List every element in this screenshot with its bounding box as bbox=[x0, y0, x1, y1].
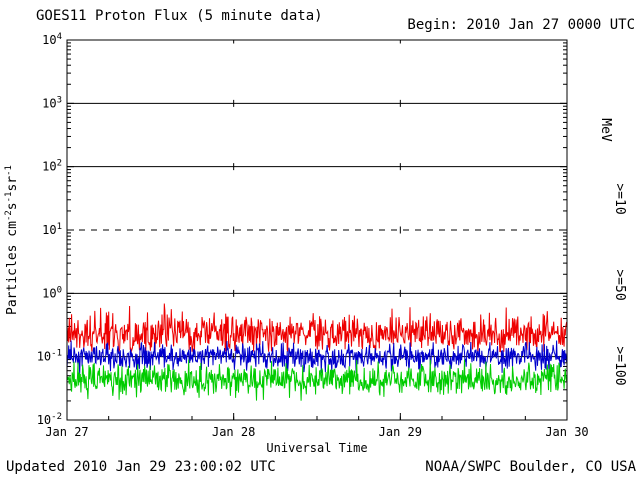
y-tick-label: 101 bbox=[42, 222, 62, 237]
x-axis-label: Universal Time bbox=[266, 441, 367, 455]
x-tick-label: Jan 28 bbox=[212, 425, 255, 439]
right-axis-label-100: >=100 bbox=[612, 346, 627, 385]
y-tick-label: 10-1 bbox=[37, 349, 62, 364]
y-axis-label: Particles cm-2s-1sr-1 bbox=[4, 165, 20, 315]
series-line->=10 bbox=[66, 303, 568, 354]
y-tick-label: 10-2 bbox=[37, 412, 62, 427]
chart-title: GOES11 Proton Flux (5 minute data) bbox=[36, 8, 323, 24]
x-tick-label: Jan 30 bbox=[545, 425, 588, 439]
updated-timestamp: Updated 2010 Jan 29 23:00:02 UTC bbox=[6, 459, 276, 475]
y-tick-label: 102 bbox=[42, 159, 62, 174]
y-tick-label: 103 bbox=[42, 95, 62, 110]
x-tick-label: Jan 27 bbox=[45, 425, 88, 439]
y-tick-label: 104 bbox=[42, 32, 62, 47]
x-tick-label: Jan 29 bbox=[379, 425, 422, 439]
right-axis-label-10: >=10 bbox=[612, 183, 627, 214]
source-attribution: NOAA/SWPC Boulder, CO USA bbox=[425, 459, 636, 475]
right-axis-label-MeV: MeV bbox=[598, 118, 613, 142]
begin-timestamp: Begin: 2010 Jan 27 0000 UTC bbox=[407, 17, 635, 33]
y-tick-label: 100 bbox=[42, 285, 62, 300]
series-line->=100 bbox=[66, 359, 568, 401]
right-axis-label-50: >=50 bbox=[612, 269, 627, 300]
axis-frame bbox=[66, 39, 568, 421]
